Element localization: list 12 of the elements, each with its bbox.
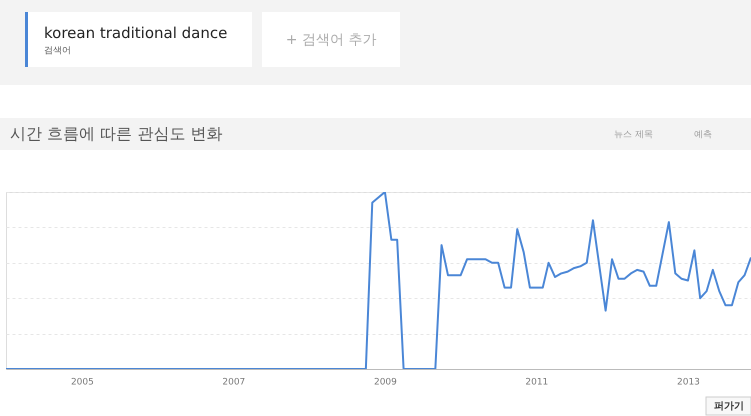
text: 퍼가기 — [714, 401, 744, 412]
text: korean traditional dance — [44, 24, 228, 42]
x-tick-label: 2013 — [676, 378, 700, 388]
text: 뉴스 제목 — [614, 130, 653, 140]
text: 예측 — [694, 130, 712, 140]
chart-title: 시간 흐름에 따른 관심도 변화 — [10, 124, 222, 143]
x-tick-label: 2007 — [222, 378, 246, 388]
x-tick-label: 2009 — [374, 378, 398, 388]
x-tick-label: 2005 — [70, 378, 94, 388]
text: 검색어 — [44, 46, 71, 56]
x-tick-label: 2011 — [525, 378, 548, 388]
text: + 검색어 추가 — [286, 32, 376, 48]
